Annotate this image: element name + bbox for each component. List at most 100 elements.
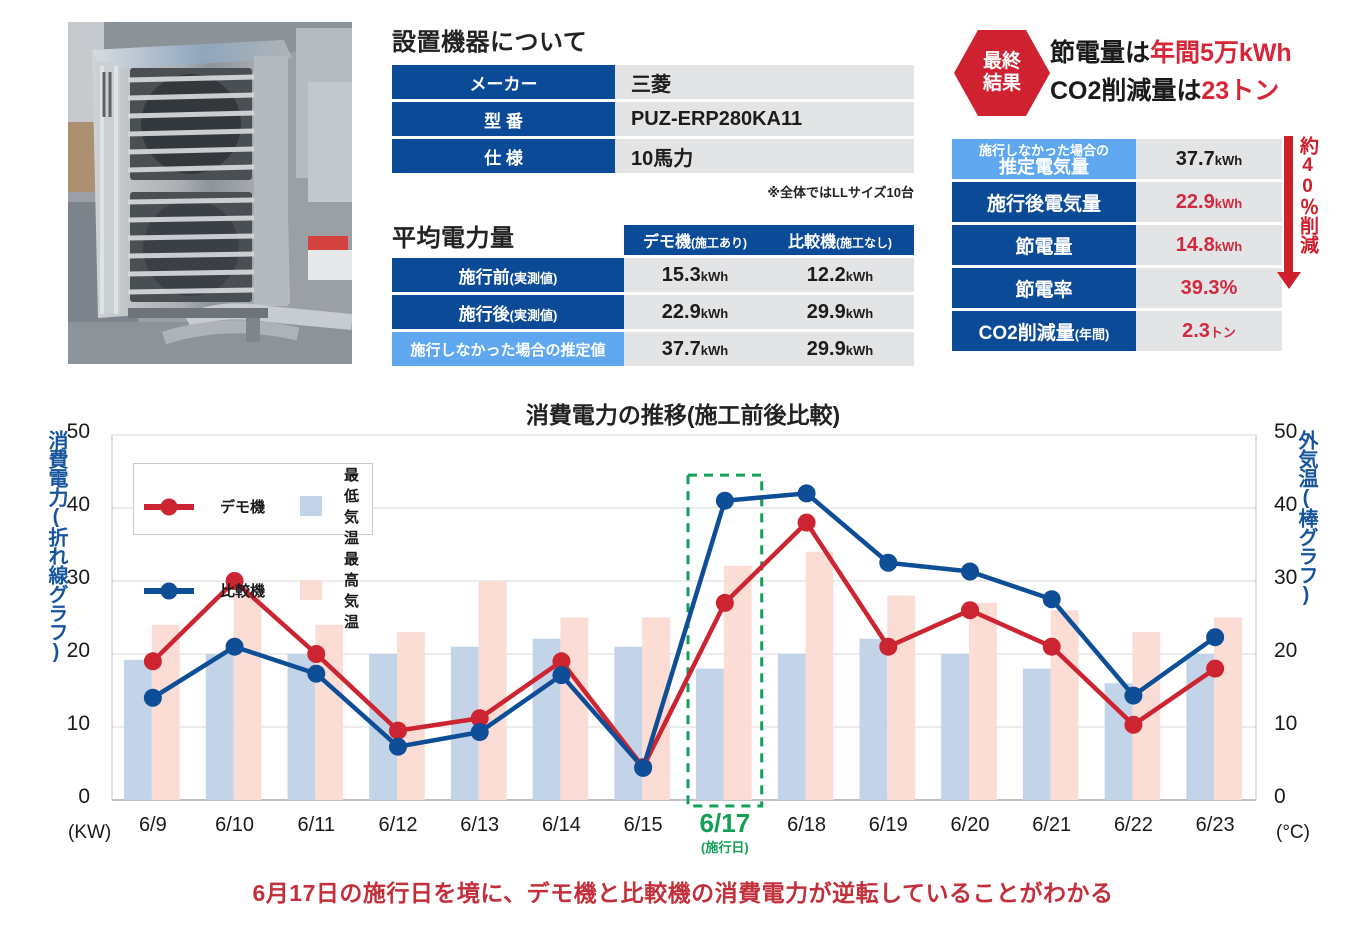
- table-row: 節電量 14.8kWh: [952, 225, 1282, 265]
- right-axis-unit: (°C): [1276, 822, 1310, 843]
- x-tick-6-12: 6/12: [378, 814, 418, 836]
- equipment-label-model: 型 番: [392, 102, 615, 136]
- y-tick-right-20: 20: [1274, 639, 1298, 662]
- legend-swatch-min-temp: [300, 496, 322, 516]
- average-power-heading: 平均電力量: [392, 225, 515, 252]
- equipment-label-maker: メーカー: [392, 65, 615, 99]
- result-value-saving: 14.8kWh: [1136, 225, 1282, 265]
- chart-title: 消費電力の推移(施工前後比較): [525, 402, 841, 428]
- y-tick-right-0: 0: [1274, 785, 1286, 808]
- x-tick-6-23: 6/23: [1195, 814, 1235, 836]
- table-row: 施行後(実測値) 22.9kWh 29.9kWh: [392, 295, 914, 329]
- y-tick-left-20: 20: [66, 639, 90, 662]
- x-tick-6-22: 6/22: [1113, 814, 1153, 836]
- equipment-label-spec: 仕 様: [392, 139, 615, 173]
- avg-label-before: 施行前(実測値): [392, 258, 624, 292]
- y-axis-right-label: 外気温(棒グラフ): [1295, 430, 1317, 605]
- chart-plot: [111, 434, 1257, 808]
- chart-legend: デモ機 最低気温 比較機 最高気温: [133, 463, 373, 631]
- avg-demo-estimate: 37.7kWh: [624, 332, 766, 366]
- avg-demo-before: 15.3kWh: [624, 258, 766, 292]
- table-header-row: デモ機(施工あり) 比較機(施工なし): [392, 225, 914, 255]
- y-tick-left-10: 10: [66, 712, 90, 735]
- result-label-after: 施行後電気量: [952, 182, 1136, 222]
- table-row: 施行後電気量 22.9kWh: [952, 182, 1282, 222]
- result-label-co2: CO2削減量(年間): [952, 311, 1136, 351]
- x-tick-6-13: 6/13: [460, 814, 500, 836]
- x-tick-6-15: 6/15: [623, 814, 663, 836]
- table-row: 施行しなかった場合の推定値 37.7kWh 29.9kWh: [392, 332, 914, 366]
- avg-demo-after: 22.9kWh: [624, 295, 766, 329]
- final-result-line-2: CO2削減量は23トン: [1050, 77, 1280, 105]
- table-row: 仕 様 10馬力: [392, 139, 914, 173]
- legend-label-min-temp: 最低気温: [344, 467, 360, 547]
- table-row: CO2削減量(年間) 2.3トン: [952, 311, 1282, 351]
- table-row: 節電率 39.3%: [952, 268, 1282, 308]
- result-value-after: 22.9kWh: [1136, 182, 1282, 222]
- result-label-saving: 節電量: [952, 225, 1136, 265]
- x-tick-6-17: 6/17 (施行日): [699, 808, 751, 855]
- equipment-value-maker: 三菱: [614, 65, 914, 99]
- badge-line-1: 最終: [982, 51, 1021, 72]
- result-value-estimated: 37.7kWh: [1136, 139, 1282, 179]
- equipment-value-spec: 10馬力: [614, 139, 914, 173]
- chart-caption: 6月17日の施行日を境に、デモ機と比較機の消費電力が逆転していることがわかる: [252, 880, 1114, 906]
- badge-line-2: 結果: [982, 73, 1021, 94]
- x-tick-6-19: 6/19: [868, 814, 908, 836]
- down-arrow-icon: [1276, 136, 1301, 289]
- y-tick-left-30: 30: [66, 566, 90, 589]
- result-label-estimated: 施行しなかった場合の 推定電気量: [952, 139, 1136, 179]
- equipment-value-model: PUZ-ERP280KA11: [614, 102, 914, 136]
- legend-label-demo: デモ機: [220, 498, 266, 516]
- reduction-arrow-group: 約40％削減: [1276, 136, 1338, 354]
- outdoor-ac-unit-illustration: [68, 22, 352, 364]
- y-tick-right-50: 50: [1274, 420, 1298, 443]
- avg-comp-before: 12.2kWh: [766, 258, 914, 292]
- left-axis-unit: (KW): [68, 822, 112, 843]
- avg-label-estimate: 施行しなかった場合の推定値: [392, 332, 624, 366]
- final-result-text: 節電量は年間5万kWh CO2削減量は23トン: [1050, 34, 1292, 110]
- result-value-co2: 2.3トン: [1136, 311, 1282, 351]
- legend-marker-comparison: [142, 582, 196, 600]
- reduction-arrow-label: 約40％削減: [1297, 136, 1318, 254]
- table-row: 施行しなかった場合の 推定電気量 37.7kWh: [952, 139, 1282, 179]
- equipment-table: メーカー 三菱 型 番 PUZ-ERP280KA11 仕 様 10馬力: [392, 62, 914, 176]
- y-tick-left-0: 0: [78, 785, 90, 808]
- y-axis-left-ticks: 0 10 20 30 40 50: [0, 420, 108, 820]
- result-value-rate: 39.3%: [1136, 268, 1282, 308]
- x-tick-6-14: 6/14: [541, 814, 581, 836]
- equipment-photo: [68, 22, 352, 364]
- legend-label-comparison: 比較機: [220, 582, 266, 600]
- legend-swatch-max-temp: [300, 580, 322, 600]
- final-result-line-1: 節電量は年間5万kWh: [1050, 39, 1292, 67]
- avg-label-after: 施行後(実測値): [392, 295, 624, 329]
- y-axis-left-label: 消費電力(折れ線グラフ): [45, 430, 67, 662]
- y-tick-right-40: 40: [1274, 493, 1298, 516]
- y-tick-left-40: 40: [66, 493, 90, 516]
- y-tick-left-50: 50: [66, 420, 90, 443]
- x-axis-labels: 6/9 6/10 6/11 6/12 6/13 6/14 6/15 6/17 (施行日) 6/18…: [0, 808, 1366, 872]
- avg-comp-after: 29.9kWh: [766, 295, 914, 329]
- x-tick-6-20: 6/20: [950, 814, 990, 836]
- x-tick-6-18: 6/18: [787, 814, 827, 836]
- column-header-comparison: 比較機(施工なし): [766, 225, 914, 255]
- final-result-badge: 最終 結果: [954, 30, 1050, 116]
- table-row: メーカー 三菱: [392, 65, 914, 99]
- x-tick-6-11: 6/11: [297, 814, 335, 836]
- avg-comp-estimate: 29.9kWh: [766, 332, 914, 366]
- legend-marker-demo: [142, 498, 196, 516]
- x-tick-6-9: 6/9: [138, 814, 167, 836]
- y-tick-right-10: 10: [1274, 712, 1298, 735]
- y-axis-right-ticks: 0 10 20 30 40 50: [1258, 420, 1318, 820]
- average-power-table: デモ機(施工あり) 比較機(施工なし) 施行前(実測値) 15.3kWh 12.…: [392, 222, 914, 369]
- table-row: 型 番 PUZ-ERP280KA11: [392, 102, 914, 136]
- x-tick-6-10: 6/10: [215, 814, 255, 836]
- result-label-rate: 節電率: [952, 268, 1136, 308]
- x-tick-6-21: 6/21: [1032, 814, 1072, 836]
- equipment-heading: 設置機器について: [392, 29, 588, 56]
- result-table: 施行しなかった場合の 推定電気量 37.7kWh 施行後電気量 22.9kWh …: [952, 136, 1282, 354]
- y-tick-right-30: 30: [1274, 566, 1298, 589]
- table-row: 施行前(実測値) 15.3kWh 12.2kWh: [392, 258, 914, 292]
- legend-label-max-temp: 最高気温: [344, 551, 360, 631]
- column-header-demo: デモ機(施工あり): [624, 225, 766, 255]
